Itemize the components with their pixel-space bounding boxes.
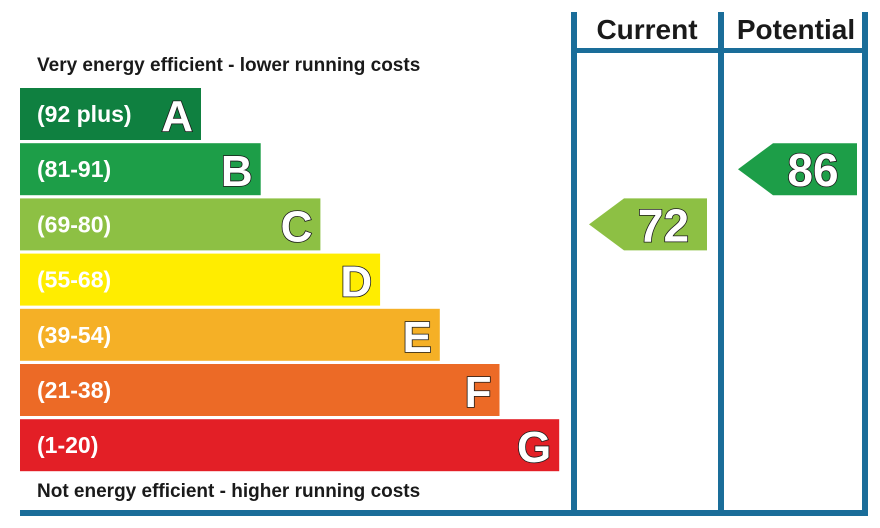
band-bar-b <box>20 143 261 196</box>
band-range-label: (55-68) <box>37 267 111 293</box>
band-range-label: (69-80) <box>37 211 111 237</box>
band-letter: D <box>340 258 372 307</box>
band-letter: F <box>465 368 492 417</box>
rating-bands: (92 plus) A(81-91) B(69-80) C(55-68) D(39-54… <box>20 88 560 473</box>
current-header: Current <box>596 14 697 45</box>
potential-rating-marker: 86 <box>738 143 857 197</box>
band-a: (92 plus) A <box>20 88 201 142</box>
band-bar-c <box>20 198 321 251</box>
band-range-label: (1-20) <box>37 432 98 458</box>
current-right-border <box>718 12 724 516</box>
band-bar-a <box>20 88 201 140</box>
top-note: Very energy efficient - lower running co… <box>37 55 420 76</box>
potential-right-border <box>862 12 868 516</box>
band-letter: B <box>221 147 253 196</box>
potential-rating-arrow <box>738 143 857 196</box>
header-divider <box>571 48 868 53</box>
band-b: (81-91) B <box>20 143 261 197</box>
band-range-label: (92 plus) <box>37 101 132 127</box>
bottom-note: Not energy efficient - higher running co… <box>37 481 420 502</box>
current-left-border <box>571 12 577 516</box>
band-f: (21-38) F <box>20 364 500 418</box>
band-c: (69-80) C <box>20 198 321 252</box>
band-letter: C <box>281 202 313 251</box>
band-bar-f <box>20 364 500 416</box>
band-d: (55-68) D <box>20 253 381 307</box>
band-letter: G <box>517 423 551 472</box>
band-bar-e <box>20 308 440 361</box>
band-e: (39-54) E <box>20 308 440 363</box>
current-rating-arrow <box>589 198 707 251</box>
band-range-label: (21-38) <box>37 377 111 403</box>
band-bar-d <box>20 253 381 306</box>
chart-frame <box>20 12 868 516</box>
band-letter: E <box>402 313 431 362</box>
potential-header: Potential <box>737 14 855 45</box>
band-letter: A <box>161 92 193 141</box>
band-g: (1-20) G <box>20 419 560 473</box>
rating-markers: 72 86 <box>589 143 857 252</box>
bottom-border <box>20 510 868 516</box>
band-bar-g <box>20 419 560 472</box>
current-rating-value: 72 <box>638 199 689 251</box>
potential-rating-value: 86 <box>787 144 838 196</box>
band-range-label: (39-54) <box>37 322 111 348</box>
current-rating-marker: 72 <box>589 198 707 252</box>
band-range-label: (81-91) <box>37 156 111 182</box>
